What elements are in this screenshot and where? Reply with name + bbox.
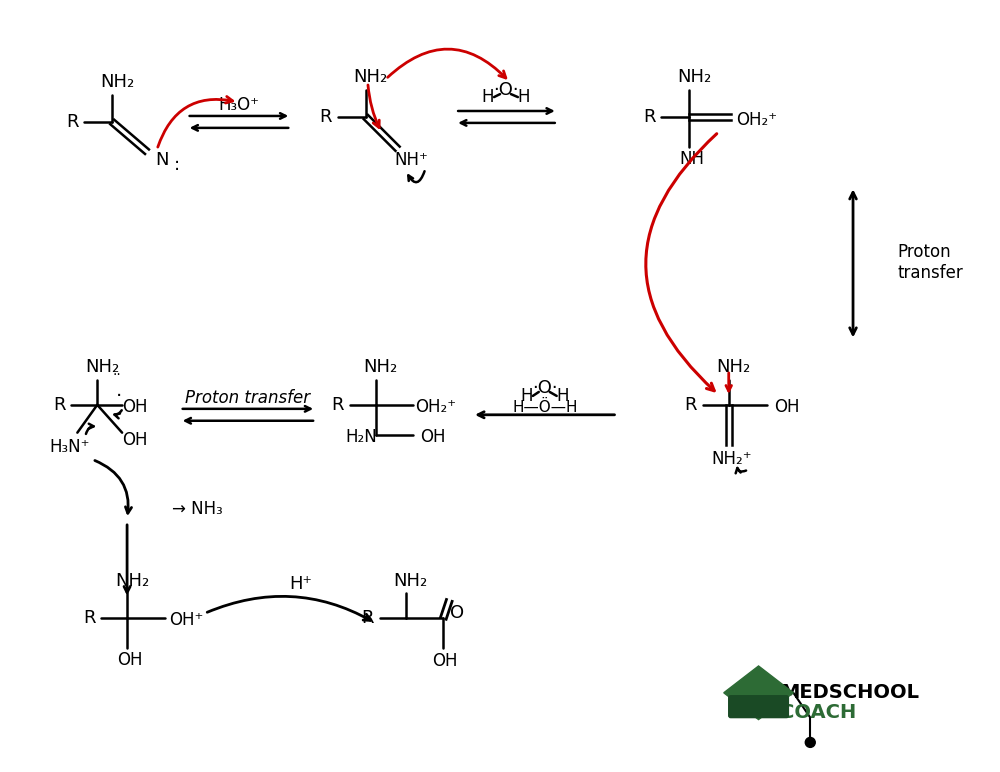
Text: ··: ·· <box>113 368 122 382</box>
FancyArrowPatch shape <box>207 596 371 621</box>
Text: OH⁺: OH⁺ <box>170 611 204 629</box>
Text: OH: OH <box>122 398 148 416</box>
Text: Proton
transfer: Proton transfer <box>898 243 964 283</box>
Text: OH: OH <box>433 652 458 670</box>
Text: H₃N⁺: H₃N⁺ <box>49 438 90 455</box>
FancyArrowPatch shape <box>86 424 94 434</box>
Text: NH₂: NH₂ <box>100 73 134 91</box>
Text: NH₂: NH₂ <box>393 571 428 590</box>
Text: NH₂: NH₂ <box>677 68 711 86</box>
Text: MEDSCHOOL: MEDSCHOOL <box>780 683 919 703</box>
Text: NH₂: NH₂ <box>364 358 398 376</box>
Text: COACH: COACH <box>780 703 857 722</box>
Text: H: H <box>518 88 530 106</box>
Polygon shape <box>724 666 793 720</box>
Circle shape <box>805 737 815 747</box>
Text: Proton transfer: Proton transfer <box>185 389 310 407</box>
Text: NH₂: NH₂ <box>354 68 388 86</box>
Text: O: O <box>450 604 464 622</box>
Text: NH₂: NH₂ <box>85 358 119 376</box>
Text: OH: OH <box>421 428 446 445</box>
Text: H: H <box>482 88 494 106</box>
FancyArrowPatch shape <box>736 468 746 473</box>
Text: R: R <box>320 108 332 126</box>
Text: R: R <box>332 396 344 414</box>
Text: ·O·: ·O· <box>493 81 519 99</box>
FancyArrowPatch shape <box>114 410 122 418</box>
Text: OH: OH <box>774 398 799 416</box>
FancyBboxPatch shape <box>729 696 788 718</box>
Text: NH₂: NH₂ <box>115 571 149 590</box>
Text: N: N <box>155 151 169 168</box>
Text: NH⁺: NH⁺ <box>395 151 428 168</box>
Text: R: R <box>83 609 96 628</box>
Text: OH: OH <box>122 431 148 449</box>
Text: H⁺: H⁺ <box>290 574 313 593</box>
Text: R: R <box>643 108 655 126</box>
Text: OH: OH <box>117 651 143 669</box>
Text: NH₂⁺: NH₂⁺ <box>711 451 752 469</box>
FancyArrowPatch shape <box>388 49 506 78</box>
Text: OH₂⁺: OH₂⁺ <box>415 398 456 416</box>
Text: H: H <box>556 387 569 405</box>
FancyArrowPatch shape <box>158 96 233 147</box>
Text: R: R <box>685 396 697 414</box>
Text: NH₂: NH₂ <box>717 358 751 376</box>
Text: :: : <box>174 156 180 174</box>
FancyArrowPatch shape <box>646 134 717 391</box>
FancyArrowPatch shape <box>368 85 379 127</box>
Text: H—Ö—H: H—Ö—H <box>512 401 578 415</box>
FancyArrowPatch shape <box>95 461 132 513</box>
Text: H₂N: H₂N <box>345 428 377 445</box>
FancyArrowPatch shape <box>408 171 425 182</box>
Text: ·: · <box>116 388 122 406</box>
Text: → NH₃: → NH₃ <box>172 500 223 518</box>
Text: R: R <box>66 113 79 131</box>
Text: NH: NH <box>679 150 704 168</box>
Text: R: R <box>361 609 374 628</box>
Text: R: R <box>53 396 66 414</box>
Text: H: H <box>521 387 533 405</box>
Text: OH₂⁺: OH₂⁺ <box>736 111 777 129</box>
Text: H₃O⁺: H₃O⁺ <box>218 96 259 114</box>
Text: ·O·: ·O· <box>532 379 558 397</box>
